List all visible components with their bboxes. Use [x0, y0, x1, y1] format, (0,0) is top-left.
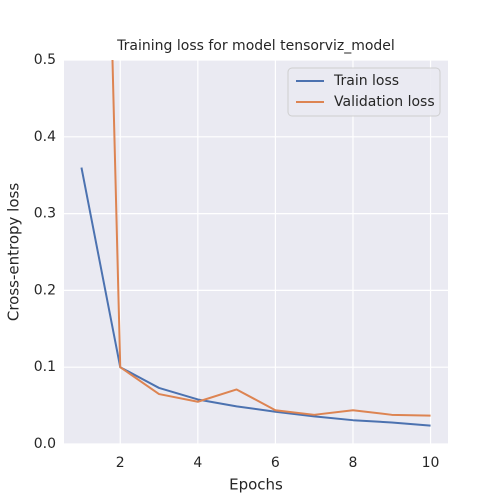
legend-label: Validation loss — [334, 94, 435, 110]
x-tick-label: 10 — [422, 455, 440, 471]
x-tick-label: 8 — [349, 455, 358, 471]
y-tick-label: 0.0 — [34, 436, 56, 452]
y-tick-label: 0.4 — [34, 129, 56, 145]
x-tick-label: 4 — [193, 455, 202, 471]
legend-label: Train loss — [333, 73, 399, 89]
x-axis-label: Epochs — [229, 476, 283, 494]
series-line — [80, 167, 431, 427]
y-tick-label: 0.1 — [34, 359, 56, 375]
plot-area — [64, 60, 448, 444]
y-tick-label: 0.5 — [34, 52, 56, 68]
chart-title: Training loss for model tensorviz_model — [116, 38, 395, 54]
y-tick-label: 0.2 — [34, 282, 56, 298]
series-line — [111, 60, 431, 417]
y-tick-label: 0.3 — [34, 206, 56, 222]
x-tick-label: 2 — [116, 455, 125, 471]
legend-box — [287, 67, 441, 117]
y-axis-label: Cross-entropy loss — [5, 183, 23, 321]
x-tick-label: 6 — [271, 455, 280, 471]
